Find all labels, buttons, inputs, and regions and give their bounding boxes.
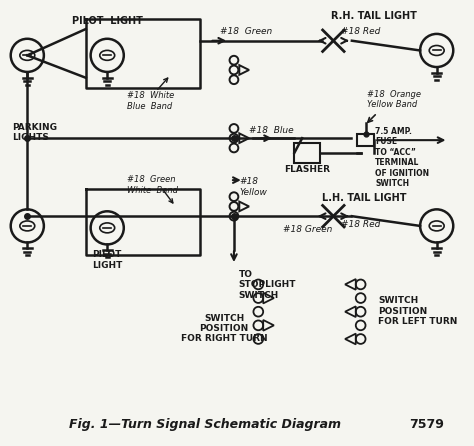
Text: #18  Green
White  Band: #18 Green White Band [127, 175, 178, 194]
Text: Fig. 1—Turn Signal Schematic Diagram: Fig. 1—Turn Signal Schematic Diagram [69, 418, 341, 431]
Text: SWITCH
POSITION
FOR RIGHT TURN: SWITCH POSITION FOR RIGHT TURN [181, 314, 267, 343]
Text: SWITCH
POSITION
FOR LEFT TURN: SWITCH POSITION FOR LEFT TURN [378, 296, 457, 326]
Bar [357, 134, 374, 146]
Text: #18  Orange
Yellow Band: #18 Orange Yellow Band [367, 90, 421, 109]
Text: R.H. TAIL LIGHT: R.H. TAIL LIGHT [331, 12, 417, 21]
Text: PILOT
LIGHT: PILOT LIGHT [92, 250, 122, 270]
Text: PARKING
LIGHTS: PARKING LIGHTS [12, 123, 57, 142]
Text: #18 Green: #18 Green [283, 225, 332, 234]
Text: #18 Red: #18 Red [341, 27, 380, 36]
Text: 7579: 7579 [410, 418, 445, 431]
Text: #18  Green: #18 Green [219, 27, 272, 36]
Text: #18
Yellow: #18 Yellow [240, 177, 268, 197]
Text: 7.5 AMP.
FUSE: 7.5 AMP. FUSE [375, 127, 412, 146]
Text: FLASHER: FLASHER [284, 165, 330, 173]
Text: #18  Blue: #18 Blue [248, 126, 293, 135]
Text: #18  White
Blue  Band: #18 White Blue Band [127, 91, 174, 111]
Bar [294, 143, 320, 162]
Text: L.H. TAIL LIGHT: L.H. TAIL LIGHT [322, 193, 406, 202]
Text: TO “ACC”
TERMINAL
OF IGNITION
SWITCH: TO “ACC” TERMINAL OF IGNITION SWITCH [375, 148, 429, 188]
Text: #18 Red: #18 Red [341, 220, 380, 229]
Text: TO
STOPLIGHT
SWITCH: TO STOPLIGHT SWITCH [239, 270, 296, 300]
Text: PILOT  LIGHT: PILOT LIGHT [72, 17, 143, 26]
